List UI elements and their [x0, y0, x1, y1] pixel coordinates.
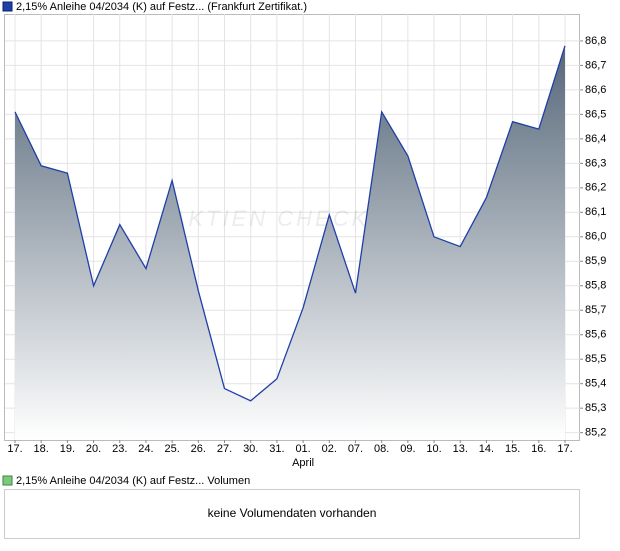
x-tick-label: 23.	[112, 443, 127, 455]
x-tick-label: 02.	[322, 443, 337, 455]
y-tick-label: 85,5	[585, 353, 606, 365]
month-label: April	[292, 457, 314, 469]
legend-swatch	[2, 1, 13, 12]
volume-legend-label: 2,15% Anleihe 04/2034 (K) auf Festz... V…	[16, 475, 250, 487]
area	[15, 45, 565, 441]
y-tick-label: 86,5	[585, 108, 606, 120]
x-tick-label: 19.	[60, 443, 75, 455]
x-tick-label: 31.	[269, 443, 284, 455]
y-tick-label: 86,0	[585, 231, 606, 243]
x-tick-label: 13.	[453, 443, 468, 455]
y-tick-label: 85,7	[585, 304, 606, 316]
x-tick-label: 20.	[86, 443, 101, 455]
watermark: AKTIEN CHECK	[169, 206, 370, 231]
x-tick-label: 08.	[374, 443, 389, 455]
volume-message: keine Volumendaten vorhanden	[208, 506, 377, 520]
y-tick-label: 86,6	[585, 84, 606, 96]
y-tick-label: 85,2	[585, 427, 606, 439]
volume-frame	[4, 489, 580, 539]
y-tick-label: 86,2	[585, 182, 606, 194]
y-tick-label: 86,1	[585, 206, 606, 218]
x-tick-label: 09.	[400, 443, 415, 455]
y-tick-label: 85,9	[585, 255, 606, 267]
x-tick-label: 07.	[348, 443, 363, 455]
x-tick-label: 26.	[191, 443, 206, 455]
y-tick-label: 85,8	[585, 280, 606, 292]
x-tick-label: 01.	[295, 443, 310, 455]
x-tick-label: 25.	[164, 443, 179, 455]
x-tick-label: 27.	[217, 443, 232, 455]
y-tick-label: 85,3	[585, 402, 606, 414]
x-tick-label: 10.	[426, 443, 441, 455]
x-tick-label: 18.	[34, 443, 49, 455]
y-tick-label: 86,4	[585, 133, 606, 145]
legend-label: 2,15% Anleihe 04/2034 (K) auf Festz... (…	[16, 1, 307, 13]
y-tick-label: 85,4	[585, 378, 606, 390]
x-tick-label: 24.	[138, 443, 153, 455]
y-tick-label: 86,3	[585, 157, 606, 169]
line	[14, 45, 566, 402]
x-tick-label: 17.	[7, 443, 22, 455]
y-tick-label: 86,8	[585, 35, 606, 47]
x-tick-label: 30.	[243, 443, 258, 455]
x-tick-label: 14.	[479, 443, 494, 455]
y-tick-label: 85,6	[585, 329, 606, 341]
volume-legend-swatch	[2, 475, 13, 486]
x-tick-label: 15.	[505, 443, 520, 455]
y-tick-label: 86,7	[585, 59, 606, 71]
x-tick-label: 17.	[557, 443, 572, 455]
x-tick-label: 16.	[531, 443, 546, 455]
